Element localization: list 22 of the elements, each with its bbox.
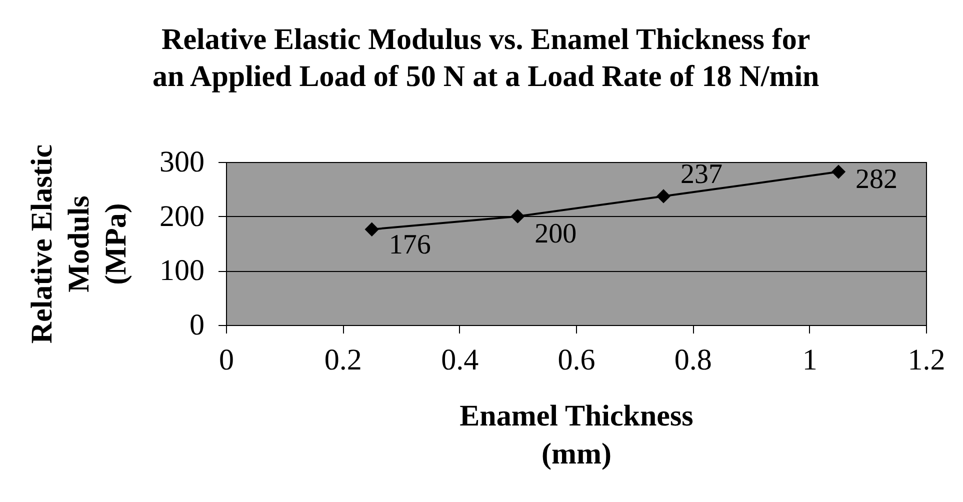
y-axis-title: Relative Elastic Moduls (MPa) — [26, 144, 132, 344]
x-tick-label: 0.6 — [558, 344, 596, 376]
y-tick-label: 100 — [160, 254, 204, 288]
point — [831, 164, 846, 179]
x-tick-label: 0 — [219, 344, 234, 376]
x-tick-label: 1 — [802, 344, 818, 376]
point — [510, 209, 525, 224]
y-tick-label: 300 — [160, 146, 204, 178]
x-axis-title: Enamel Thickness (mm) — [460, 400, 694, 470]
x-tick-label: 1.2 — [908, 344, 946, 376]
data-label: 282 — [856, 164, 898, 195]
data-label: 176 — [388, 229, 431, 260]
data-label: 237 — [680, 159, 722, 190]
y-tick-label: 200 — [160, 200, 204, 233]
x-tick-label: 0.8 — [674, 344, 712, 376]
x-tick-label: 0.2 — [324, 344, 362, 376]
data-label: 200 — [534, 218, 577, 250]
x-tick-label: 0.4 — [441, 344, 479, 376]
point — [364, 222, 379, 236]
y-tick-label: 0 — [190, 308, 204, 342]
point — [656, 189, 671, 204]
chart-title: Relative Elastic Modulus vs. Enamel Thickness for an Applied Load of 50 N at a Load Rate of 18 N/min — [152, 22, 820, 93]
